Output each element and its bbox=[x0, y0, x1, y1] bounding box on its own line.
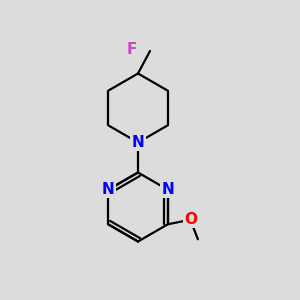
Text: F: F bbox=[127, 42, 137, 57]
Text: N: N bbox=[102, 182, 115, 197]
Text: N: N bbox=[161, 182, 174, 197]
Text: O: O bbox=[184, 212, 197, 227]
Text: N: N bbox=[132, 135, 144, 150]
